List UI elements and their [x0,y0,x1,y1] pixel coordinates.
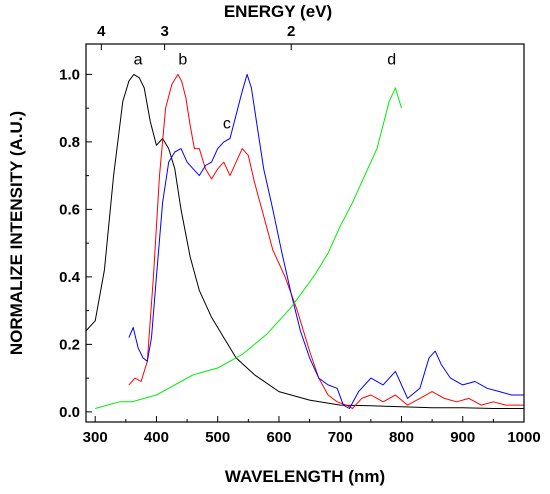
top-tick-label: 2 [287,23,295,40]
x-tick-label: 1000 [507,429,540,446]
top-energy-ticks: 4 3 2 [97,23,295,50]
x-tick-label: 600 [266,429,291,446]
x-tick-label: 700 [328,429,353,446]
curve-label-c: c [223,115,231,132]
x-tick-label: 900 [450,429,475,446]
x-tick-label: 800 [389,429,414,446]
curve-label-b: b [178,51,187,68]
curve-labels: a b c d [134,51,397,132]
plot-frame [85,43,525,423]
y-tick-label: 0.0 [59,404,80,421]
top-axis-title: ENERGY (eV) [224,2,332,21]
series-line-d [95,87,402,409]
y-tick-label: 0.2 [59,336,80,353]
x-tick-label: 500 [205,429,230,446]
y-axis-ticks: 0.0 0.2 0.4 0.6 0.8 1.0 [59,66,92,421]
series-line-b [128,73,524,409]
y-axis-title: NORMALIZE INTENSITY (A.U.) [7,111,26,355]
curve-label-a: a [134,51,143,68]
y-tick-label: 0.6 [59,201,80,218]
y-tick-label: 0.8 [59,134,80,151]
series-line-a [86,73,524,409]
top-tick-label: 3 [160,23,168,40]
x-tick-label: 300 [83,429,108,446]
curve-label-d: d [387,51,396,68]
series-line-c [128,73,524,409]
y-tick-label: 1.0 [59,66,80,83]
x-axis-ticks: 300 400 500 600 700 800 900 1000 [83,416,541,446]
x-tick-label: 400 [144,429,169,446]
y-tick-label: 0.4 [59,269,81,286]
x-axis-title: WAVELENGTH (nm) [225,467,385,486]
series-layer [86,73,524,409]
top-tick-label: 4 [97,23,106,40]
